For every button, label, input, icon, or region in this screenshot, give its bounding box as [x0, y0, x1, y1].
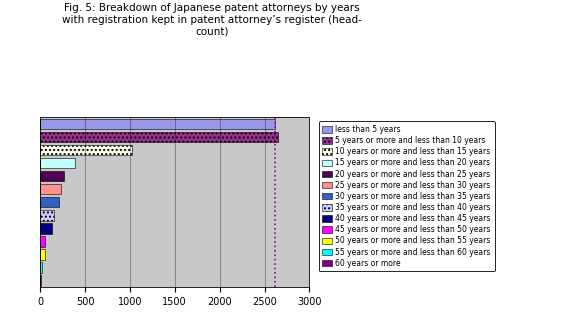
- Bar: [40, 275, 41, 286]
- Bar: [40, 197, 60, 207]
- Bar: [40, 132, 278, 142]
- Bar: [40, 119, 275, 129]
- Bar: [40, 262, 42, 273]
- Bar: [40, 223, 52, 233]
- Text: Fig. 5: Breakdown of Japanese patent attorneys by years
with registration kept i: Fig. 5: Breakdown of Japanese patent att…: [62, 3, 362, 37]
- Bar: [40, 145, 132, 155]
- Bar: [40, 184, 61, 194]
- Bar: [40, 158, 75, 168]
- Bar: [40, 210, 54, 220]
- Bar: [40, 171, 64, 181]
- Legend: less than 5 years, 5 years or more and less than 10 years, 10 years or more and : less than 5 years, 5 years or more and l…: [319, 121, 494, 272]
- Bar: [40, 236, 45, 246]
- Bar: [40, 249, 45, 259]
